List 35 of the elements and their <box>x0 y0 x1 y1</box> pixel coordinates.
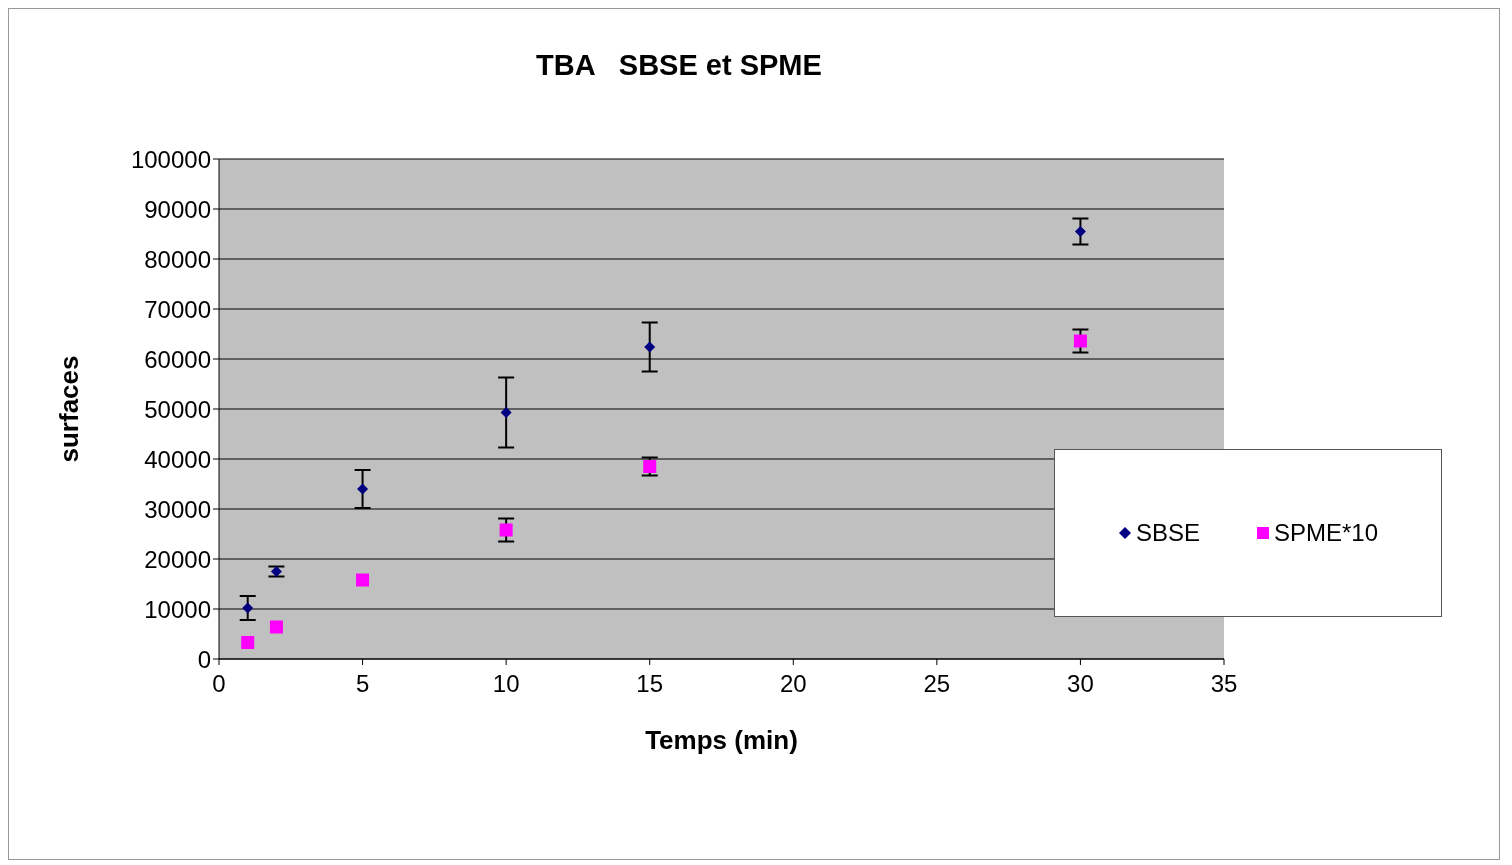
x-tick-label: 20 <box>779 670 807 698</box>
x-tick-label: 5 <box>355 670 370 698</box>
y-tick-label: 90000 <box>144 195 211 223</box>
point <box>1073 334 1087 348</box>
x-tick-label: 25 <box>923 670 951 698</box>
y-axis-title: surfaces <box>54 355 85 463</box>
y-tick-label: 100000 <box>130 145 211 173</box>
point <box>242 602 254 614</box>
y-tick-label: 60000 <box>144 345 211 373</box>
y-tick-label: 50000 <box>144 395 211 423</box>
point <box>357 483 369 495</box>
y-tick-label: 40000 <box>144 445 211 473</box>
x-axis-title: Temps (min) <box>645 725 798 755</box>
x-tick-label: 35 <box>1210 670 1238 698</box>
y-tick-label: 30000 <box>144 495 211 523</box>
y-tick-label: 80000 <box>144 245 211 273</box>
y-tick-label: 10000 <box>144 595 211 623</box>
x-tick-label: 10 <box>492 670 520 698</box>
y-tick-label: 70000 <box>144 295 211 323</box>
point <box>500 407 512 418</box>
point <box>643 460 657 473</box>
legend-label: SPME*10 <box>1273 519 1379 547</box>
y-tick-label: 20000 <box>144 545 211 573</box>
point <box>241 636 255 649</box>
chart-title: TBA SBSE et SPME <box>535 49 823 82</box>
y-tick-label: 0 <box>197 645 211 673</box>
point <box>269 620 283 634</box>
point <box>356 573 370 587</box>
point <box>644 341 656 353</box>
point <box>1074 226 1086 237</box>
x-tick-label: 15 <box>636 670 664 698</box>
point <box>499 523 513 537</box>
legend-label: SBSE <box>1134 519 1200 547</box>
x-tick-label: 30 <box>1067 670 1094 698</box>
point <box>270 566 282 577</box>
